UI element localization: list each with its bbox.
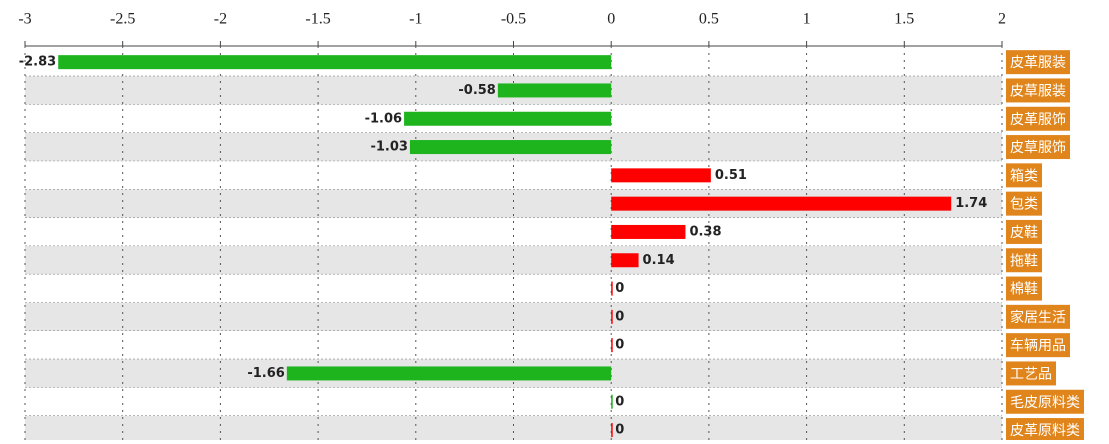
x-tick-label: -1 xyxy=(409,11,422,28)
bar xyxy=(611,309,613,324)
category-label-box xyxy=(1006,78,1070,103)
bar xyxy=(611,168,711,183)
value-label: -2.83 xyxy=(19,55,56,70)
category-label: 皮革服装 xyxy=(1010,55,1066,71)
value-label: -0.58 xyxy=(458,83,495,98)
value-label: 0.38 xyxy=(689,224,721,239)
row-band xyxy=(25,415,1002,444)
category-label: 工艺品 xyxy=(1010,366,1052,382)
category-label-box xyxy=(1006,361,1056,386)
category-label: 皮草服装 xyxy=(1010,83,1066,99)
category-label: 皮革服饰 xyxy=(1010,112,1066,128)
category-label: 拖鞋 xyxy=(1010,253,1038,269)
x-tick-label: -3 xyxy=(18,11,31,28)
category-label: 家居生活 xyxy=(1010,309,1066,326)
row-band xyxy=(25,274,1002,303)
category-label-box xyxy=(1006,163,1042,188)
category-label: 棉鞋 xyxy=(1010,281,1038,298)
value-label: 0 xyxy=(615,423,624,438)
category-label-box xyxy=(1006,248,1042,273)
category-label: 包类 xyxy=(1010,197,1038,213)
category-label: 车辆用品 xyxy=(1010,337,1066,354)
x-tick-label: 1.5 xyxy=(894,11,914,28)
x-tick-label: 1 xyxy=(803,11,811,28)
x-tick-label: -0.5 xyxy=(501,11,526,28)
bar xyxy=(611,338,613,353)
bar xyxy=(286,366,612,381)
x-tick-label: -2.5 xyxy=(110,11,135,28)
category-label-box xyxy=(1006,135,1070,160)
bar xyxy=(611,281,613,296)
category-label-box xyxy=(1006,333,1070,358)
x-tick-label: 2 xyxy=(998,11,1006,28)
value-label: 0 xyxy=(615,338,624,353)
value-label: 0.14 xyxy=(643,253,675,268)
category-label: 皮草服饰 xyxy=(1010,140,1066,156)
category-label: 皮鞋 xyxy=(1010,225,1038,241)
category-label-box xyxy=(1006,191,1042,216)
value-label: 0 xyxy=(615,394,624,409)
bar xyxy=(611,253,639,268)
category-label-box xyxy=(1006,219,1042,244)
bar xyxy=(58,55,612,70)
category-label-box xyxy=(1006,304,1070,329)
bar xyxy=(611,394,613,409)
bar xyxy=(611,423,613,438)
value-label: 0.51 xyxy=(715,168,747,183)
x-tick-label: -2 xyxy=(214,11,227,28)
x-tick-label: -1.5 xyxy=(305,11,330,28)
bar xyxy=(611,224,686,239)
bar xyxy=(404,111,612,126)
value-label: -1.03 xyxy=(370,140,407,155)
x-tick-label: 0 xyxy=(607,11,615,28)
value-label: -1.06 xyxy=(365,111,402,126)
category-label-box xyxy=(1006,106,1070,131)
category-label-box xyxy=(1006,389,1084,414)
value-label: 0 xyxy=(615,309,624,324)
category-label: 箱类 xyxy=(1010,168,1038,184)
bar xyxy=(611,196,952,211)
category-label: 毛皮原料类 xyxy=(1010,395,1080,411)
bar xyxy=(409,140,612,155)
value-label: 1.74 xyxy=(955,196,987,211)
category-label-box xyxy=(1006,276,1042,301)
category-label-box xyxy=(1006,418,1084,443)
bar xyxy=(497,83,612,98)
category-label-box xyxy=(1006,50,1070,75)
x-tick-label: 0.5 xyxy=(699,11,719,28)
category-label: 皮革原料类 xyxy=(1010,423,1080,439)
value-label: -1.66 xyxy=(247,366,284,381)
value-label: 0 xyxy=(615,281,624,296)
